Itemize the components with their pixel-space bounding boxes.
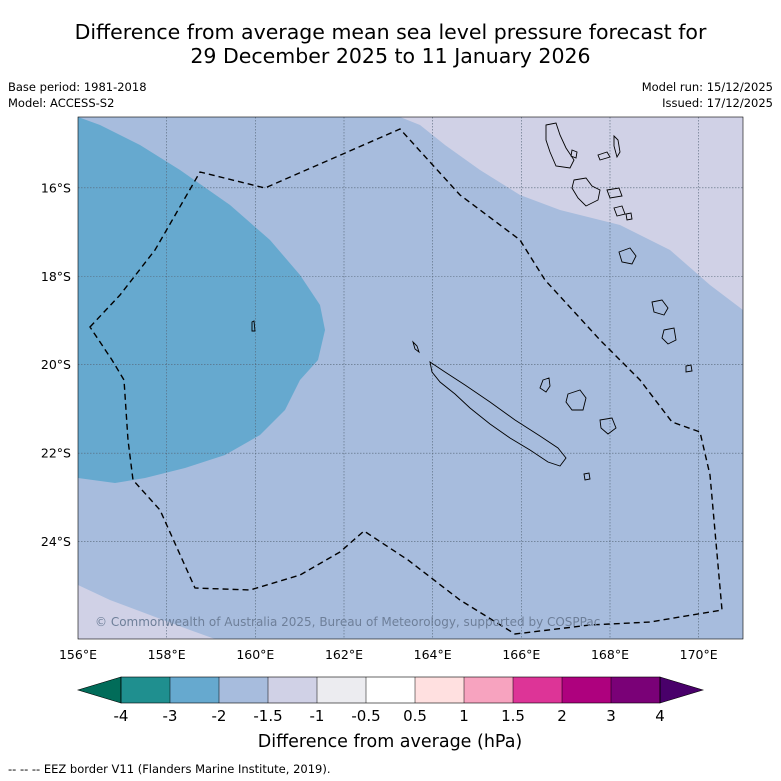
pentecost-island <box>597 151 611 161</box>
belep-island <box>412 340 420 354</box>
colorbar-tick-label: -0.5 <box>351 707 380 725</box>
lifou-island <box>565 389 587 411</box>
chesterfield-reef <box>251 320 256 332</box>
colorbar-tick-label: 1.5 <box>501 707 525 725</box>
colorbar-swatch <box>170 677 220 703</box>
lat-label: 24°S <box>41 534 71 549</box>
espiritu-santo <box>545 122 575 169</box>
lon-label: 168°E <box>591 647 629 662</box>
lon-label: 158°E <box>148 647 186 662</box>
mare-island <box>599 417 617 435</box>
lon-label: 164°E <box>414 647 452 662</box>
base-period-text: Base period: 1981-2018 <box>8 80 147 94</box>
colorbar-swatch <box>415 677 465 703</box>
colorbar-swatch <box>317 677 367 703</box>
colorbar-tick-label: -4 <box>114 707 129 725</box>
colorbar-under-arrow <box>76 676 122 704</box>
colorbar-swatch <box>219 677 269 703</box>
map-frame <box>77 116 744 640</box>
colorbar-label: Difference from average (hPa) <box>258 732 523 752</box>
colorbar-tick-label: 0.5 <box>403 707 427 725</box>
title-line-1: Difference from average mean sea level p… <box>74 20 707 44</box>
colorbar-tick-label: 4 <box>655 707 665 725</box>
colorbar-swatch <box>562 677 612 703</box>
lon-label: 166°E <box>502 647 540 662</box>
ambrym-island <box>606 187 623 199</box>
lon-label: 170°E <box>680 647 718 662</box>
pressure-field <box>78 117 743 639</box>
colorbar-tick-labels: -4 -3 -2 -1.5 -1 -0.5 0.5 1 1.5 2 3 4 <box>114 707 665 725</box>
efate-island <box>618 247 637 265</box>
colorbar-tick-label: 2 <box>557 707 567 725</box>
colorbar-tick-label: -1.5 <box>253 707 282 725</box>
colorbar-swatch <box>464 677 514 703</box>
colorbar-tick-label: 1 <box>459 707 469 725</box>
isle-of-pines <box>583 472 591 481</box>
graticule <box>78 117 743 639</box>
malo-island <box>570 149 578 159</box>
erromango-island <box>651 299 669 316</box>
colorbar <box>76 676 705 704</box>
lon-label: 160°E <box>236 647 274 662</box>
chart-title: Difference from average mean sea level p… <box>0 20 781 68</box>
longitude-labels: 156°E 158°E 160°E 162°E 164°E 166°E 168°E 170°E <box>59 647 718 662</box>
epi-island <box>613 205 626 217</box>
colorbar-swatch <box>121 677 171 703</box>
latitude-labels: 16°S 18°S 20°S 22°S 24°S <box>41 180 71 549</box>
colorbar-swatch <box>513 677 563 703</box>
colorbar-tick-label: 3 <box>606 707 616 725</box>
colorbar-tick-label: -1 <box>310 707 325 725</box>
lon-label: 162°E <box>325 647 363 662</box>
field-band-minus1p5-top <box>400 117 743 310</box>
colorbar-swatch <box>611 677 661 703</box>
field-band-minus1p5-bottom <box>78 585 215 639</box>
lat-label: 20°S <box>41 357 71 372</box>
colorbar-swatch <box>268 677 318 703</box>
model-text: Model: ACCESS-S2 <box>8 96 115 110</box>
eez-legend: -- -- -- EEZ border V11 (Flanders Marine… <box>8 762 331 776</box>
lon-label: 156°E <box>59 647 97 662</box>
shepherd-islands <box>625 212 633 221</box>
new-caledonia-coast <box>429 361 567 467</box>
maewo-island <box>613 134 621 159</box>
eez-border <box>89 128 723 635</box>
issued-text: Issued: 17/12/2025 <box>662 96 773 110</box>
lat-label: 16°S <box>41 180 71 195</box>
field-band-minus3 <box>78 117 325 483</box>
base-info: Base period: 1981-2018 Model: ACCESS-S2 <box>8 79 147 111</box>
colorbar-tick-label: -3 <box>163 707 178 725</box>
colorbar-tick-label: -2 <box>212 707 227 725</box>
matthew-island <box>685 364 693 373</box>
malakula-island <box>571 177 601 207</box>
lat-label: 18°S <box>41 269 71 284</box>
run-info: Model run: 15/12/2025 Issued: 17/12/2025 <box>642 79 773 111</box>
model-run-text: Model run: 15/12/2025 <box>641 80 773 94</box>
copyright-text: © Commonwealth of Australia 2025, Bureau… <box>95 615 600 629</box>
ouvea-island <box>539 377 551 393</box>
colorbar-swatch <box>366 677 416 703</box>
title-line-2: 29 December 2025 to 11 January 2026 <box>190 44 591 68</box>
coastlines <box>251 122 693 481</box>
lat-label: 22°S <box>41 446 71 461</box>
tanna-island <box>661 327 677 345</box>
colorbar-over-arrow <box>659 676 705 704</box>
